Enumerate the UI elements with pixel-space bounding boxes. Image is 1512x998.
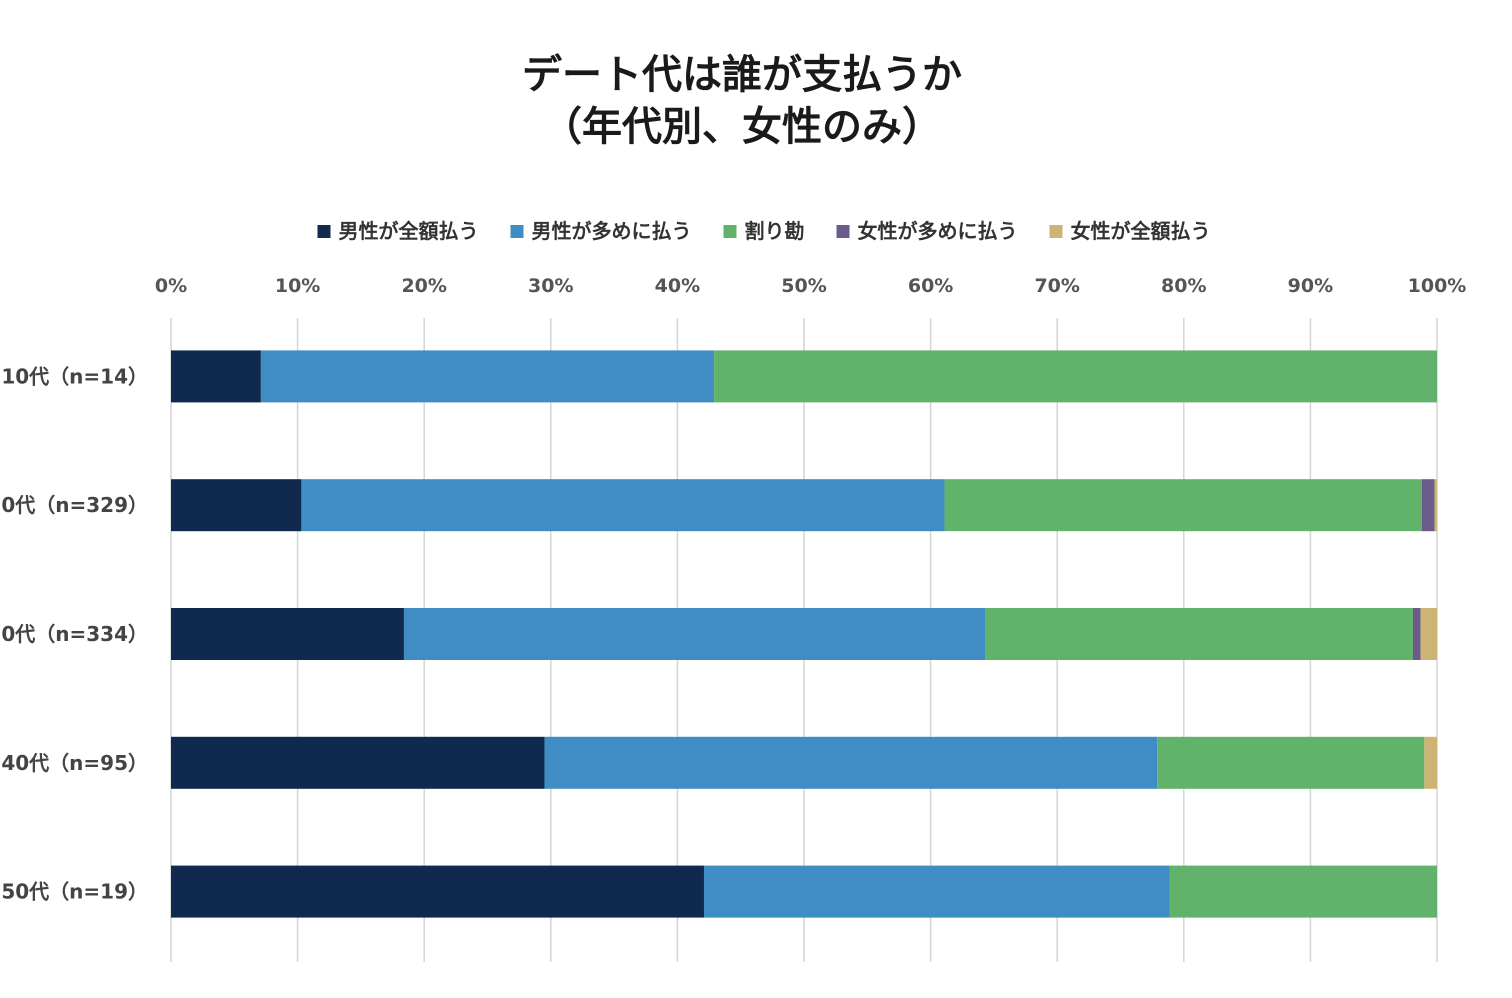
legend-label: 男性が全額払う: [339, 219, 479, 243]
bar-segment: [1424, 736, 1437, 789]
legend-item: 女性が多めに払う: [836, 219, 1018, 243]
legend-item: 男性が全額払う: [317, 219, 479, 243]
bar-segment: [1434, 479, 1437, 532]
bar-segment: [260, 350, 715, 403]
bar-segment: [171, 479, 302, 532]
x-tick-label: 0%: [155, 275, 187, 297]
y-category-label: 50代（n=19）: [1, 880, 148, 904]
legend-label: 割り勘: [745, 219, 805, 243]
bar-segment: [714, 350, 1437, 403]
x-tick-label: 60%: [908, 275, 953, 297]
bar-segment: [1169, 865, 1437, 918]
legend-label: 女性が全額払う: [1071, 219, 1211, 243]
y-category-label: 20代（n=329）: [0, 493, 148, 517]
x-tick-label: 30%: [528, 275, 573, 297]
legend-item: 女性が全額払う: [1049, 219, 1211, 243]
bar-segment: [985, 608, 1413, 660]
legend-swatch: [1049, 225, 1063, 238]
chart-title-line-1: デート代は誰が支払うか: [522, 52, 962, 98]
legend-label: 男性が多めに払う: [532, 219, 692, 243]
bar-segment: [703, 865, 1170, 918]
legend-swatch: [317, 225, 331, 238]
bars: [171, 350, 1437, 918]
bar-segment: [171, 736, 545, 789]
x-tick-label: 20%: [401, 275, 446, 297]
bar-segment: [1421, 479, 1435, 532]
x-tick-label: 80%: [1161, 275, 1206, 297]
bar-segment: [171, 350, 261, 403]
bar-segment: [1412, 608, 1421, 660]
x-tick-label: 100%: [1408, 275, 1467, 297]
y-axis-categories: 10代（n=14） 20代（n=329） 30代（n=334） 40代（n=95） 50…: [0, 364, 148, 903]
y-category-label: 30代（n=334）: [0, 622, 148, 646]
x-tick-label: 40%: [655, 275, 700, 297]
x-tick-label: 50%: [781, 275, 826, 297]
legend-swatch: [510, 225, 524, 238]
chart-title-line-2: （年代別、女性のみ）: [542, 104, 942, 150]
x-tick-label: 70%: [1034, 275, 1079, 297]
legend-swatch: [723, 225, 737, 238]
x-axis-ticks: 0% 10% 20% 30% 40% 50% 60% 70% 80% 90% 100%: [155, 275, 1466, 297]
bar-segment: [171, 608, 404, 660]
legend: 男性が全額払う 男性が多めに払う 割り勘 女性が多めに払う 女性が全額払う: [317, 219, 1211, 243]
bar-segment: [403, 608, 986, 660]
chart-title: デート代は誰が支払うか （年代別、女性のみ）: [522, 52, 962, 150]
legend-item: 男性が多めに払う: [510, 219, 692, 243]
legend-label: 女性が多めに払う: [858, 219, 1018, 243]
bar-segment: [944, 479, 1422, 532]
bar-segment: [301, 479, 945, 532]
legend-swatch: [836, 225, 850, 238]
bar-segment: [544, 736, 1158, 789]
bar-segment: [1420, 608, 1437, 660]
legend-item: 割り勘: [723, 219, 805, 243]
x-tick-label: 10%: [275, 275, 320, 297]
x-tick-label: 90%: [1288, 275, 1333, 297]
bar-segment: [171, 865, 704, 918]
y-category-label: 10代（n=14）: [1, 364, 148, 388]
bar-segment: [1157, 736, 1425, 789]
y-category-label: 40代（n=95）: [1, 751, 148, 775]
